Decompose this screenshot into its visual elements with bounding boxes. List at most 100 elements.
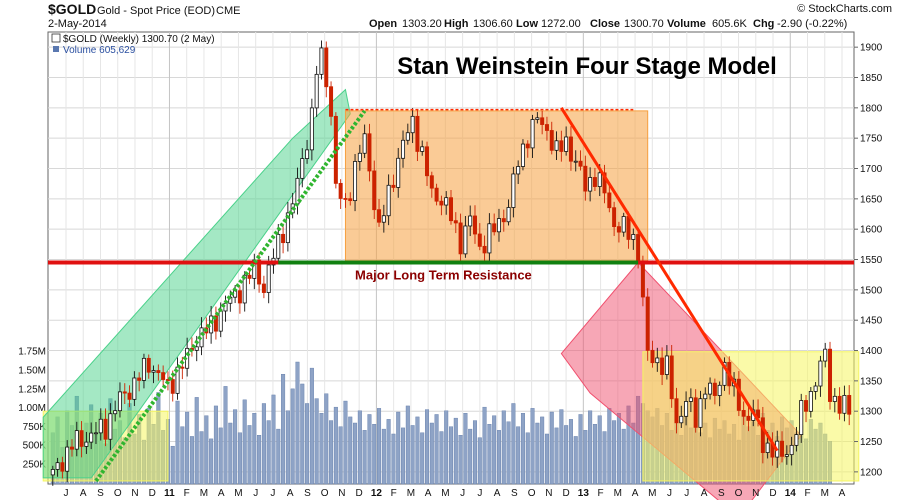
candle-body [660,357,665,375]
volume-bar [391,433,396,485]
candle-body [281,233,286,244]
candle-body [170,379,175,394]
time-tick-label: M [821,488,829,499]
candle-body [650,349,655,364]
candle-body [117,391,122,412]
candle-body [631,234,636,240]
time-tick-label: 12 [371,488,383,499]
time-axis: J A S O N D 11 F M A M J J A S O N D 12 F M A M J J A S O N D 13 F M A M J J… [64,488,846,499]
candle-body [420,146,425,152]
close-value: 1300.70 [624,18,664,30]
time-tick-label: N [131,488,138,499]
volume-bar [276,428,281,485]
high-value: 1306.60 [473,18,513,30]
candle-body [209,315,214,334]
time-tick-label: N [545,488,552,499]
source-label: © StockCharts.com [797,3,892,15]
low-label: Low [516,18,538,30]
candle-body [425,146,430,177]
time-tick-label: J [64,488,69,499]
volume-tick-label: 1.00M [18,403,46,414]
candle-body [588,177,593,192]
candle-body [559,140,564,152]
volume-bar [261,403,266,485]
candle-body [98,418,103,434]
volume-bar [343,400,348,485]
candle-body [794,434,799,446]
time-tick-label: M [407,488,415,499]
candle-body [381,215,386,223]
candle-body [636,234,641,265]
candle-body [276,233,281,259]
candle-body [324,47,329,88]
candle-body [578,160,583,167]
candle-body [823,348,828,362]
candle-body [708,382,713,395]
time-tick-label: F [598,488,604,499]
candle-body [784,454,789,457]
candle-body [386,184,391,217]
candle-body [127,392,132,400]
price-axis: 1200 1250 1300 1350 1400 1450 1500 1550 1600 1650… [854,43,883,478]
stage-1-zone [642,351,860,482]
volume-bar [266,420,271,485]
candle-body [151,370,156,373]
volume-bar [367,414,372,485]
stage-overlays [42,88,860,500]
volume-label: Volume [667,18,706,30]
candle-body [818,360,823,387]
time-tick-label: O [321,488,329,499]
time-tick-label: S [304,488,311,499]
chart-legend: $GOLD (Weekly) 1300.70 (2 May) Volume 60… [51,33,215,56]
price-tick-label: 1800 [860,103,883,114]
candle-body [79,430,84,447]
candle-body [108,413,113,440]
volume-bar [573,436,578,485]
volume-bar [525,432,530,485]
volume-bar [290,388,295,485]
candle-body [703,393,708,400]
candle-body [137,377,142,381]
volume-bar [357,410,362,485]
candle-body [804,400,809,412]
open-label: Open [369,18,397,30]
legend-volume: Volume 605,629 [63,45,136,56]
downtrend-line [560,107,779,452]
candle-body [194,346,199,351]
candle-body [367,133,372,172]
candle-body [813,385,818,392]
candle-body [348,198,353,202]
candle-body [165,379,170,381]
volume-bar [607,408,612,485]
candle-body [592,177,597,187]
candle-body [55,462,60,470]
time-tick-label: O [735,488,743,499]
candle-body [242,274,247,304]
price-tick-label: 1450 [860,316,883,327]
candle-body [684,401,689,417]
candle-body [448,197,453,222]
candle-body [309,107,314,151]
volume-bar [578,414,583,485]
volume-bar [372,424,377,485]
volume-bar [247,425,252,485]
time-tick-label: A [80,488,87,499]
volume-bar [453,417,458,485]
volume-bar [520,413,525,485]
time-tick-label: J [253,488,258,499]
candle-body [213,315,218,332]
volume-bar [396,411,401,485]
candle-body [103,418,108,440]
symbol-description: Gold - Spot Price (EOD) [97,5,215,17]
volume-bar [401,427,406,485]
candle-body [69,446,74,450]
high-label: High [444,18,469,30]
volume-bar [194,397,199,485]
volume-bar [482,406,487,485]
legend-volume-swatch [53,46,59,52]
time-tick-label: J [477,488,482,499]
volume-bar [319,413,324,485]
candle-body [338,182,343,199]
volume-bar [309,367,314,485]
volume-bar [492,415,497,485]
